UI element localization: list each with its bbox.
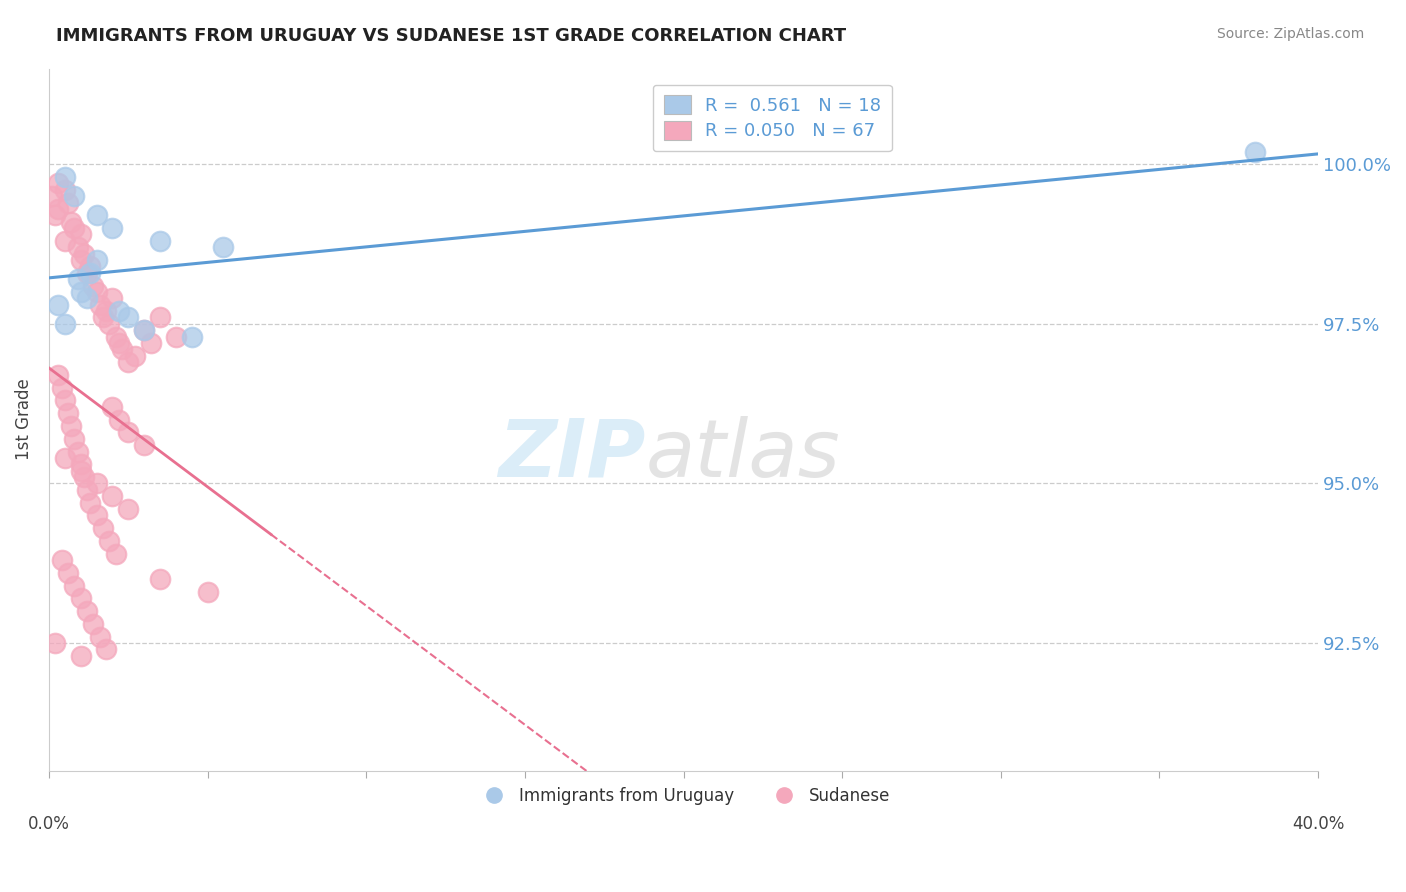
Point [63,189,86,203]
Point [94,304,117,318]
Point [53,183,76,197]
Point [104,329,127,343]
Point [69,227,91,242]
Text: Source: ZipAtlas.com: Source: ZipAtlas.com [1216,27,1364,41]
Point [66,272,89,286]
Point [79,260,101,274]
Point [134,438,156,452]
Point [60,215,83,229]
Point [76,266,98,280]
Point [66,444,89,458]
Point [66,240,89,254]
Point [86,285,108,299]
Point [197,585,219,599]
Point [76,291,98,305]
Point [53,393,76,408]
Point [98,317,121,331]
Point [69,458,91,472]
Point [165,329,187,343]
Point [48,298,70,312]
Point [124,349,146,363]
Point [107,304,129,318]
Point [86,208,108,222]
Point [44,208,66,222]
Text: 40.0%: 40.0% [1292,815,1344,833]
Point [117,502,139,516]
Text: IMMIGRANTS FROM URUGUAY VS SUDANESE 1ST GRADE CORRELATION CHART: IMMIGRANTS FROM URUGUAY VS SUDANESE 1ST … [56,27,846,45]
Point [73,246,96,260]
Point [76,604,98,618]
Point [101,489,124,503]
Point [53,234,76,248]
Text: ZIP: ZIP [498,416,645,493]
Point [104,547,127,561]
Point [69,464,91,478]
Point [94,642,117,657]
Point [101,400,124,414]
Point [117,425,139,440]
Point [69,253,91,268]
Point [53,450,76,465]
Point [44,636,66,650]
Point [41,189,63,203]
Point [149,572,172,586]
Point [51,553,73,567]
Point [1243,145,1265,159]
Point [53,169,76,184]
Point [89,630,111,644]
Point [73,470,96,484]
Point [48,202,70,216]
Point [79,266,101,280]
Point [86,508,108,523]
Point [69,285,91,299]
Point [51,381,73,395]
Point [60,419,83,434]
Point [101,291,124,305]
Point [53,317,76,331]
Point [63,432,86,446]
Point [63,578,86,592]
Point [86,253,108,268]
Point [180,329,202,343]
Point [149,310,172,325]
Point [56,566,79,580]
Legend: Immigrants from Uruguay, Sudanese: Immigrants from Uruguay, Sudanese [470,780,897,812]
Point [111,343,134,357]
Point [149,234,172,248]
Point [82,278,104,293]
Point [48,177,70,191]
Point [107,412,129,426]
Point [86,476,108,491]
Point [98,533,121,548]
Text: atlas: atlas [645,416,841,493]
Point [89,298,111,312]
Point [63,221,86,235]
Point [91,521,114,535]
Point [139,336,162,351]
Point [76,483,98,497]
Point [48,368,70,382]
Point [134,323,156,337]
Point [101,221,124,235]
Point [82,616,104,631]
Y-axis label: 1st Grade: 1st Grade [15,379,32,460]
Point [69,591,91,606]
Point [212,240,235,254]
Point [91,310,114,325]
Point [117,355,139,369]
Point [107,336,129,351]
Point [134,323,156,337]
Point [69,648,91,663]
Point [56,195,79,210]
Point [56,406,79,420]
Text: 0.0%: 0.0% [28,815,70,833]
Point [79,495,101,509]
Point [117,310,139,325]
